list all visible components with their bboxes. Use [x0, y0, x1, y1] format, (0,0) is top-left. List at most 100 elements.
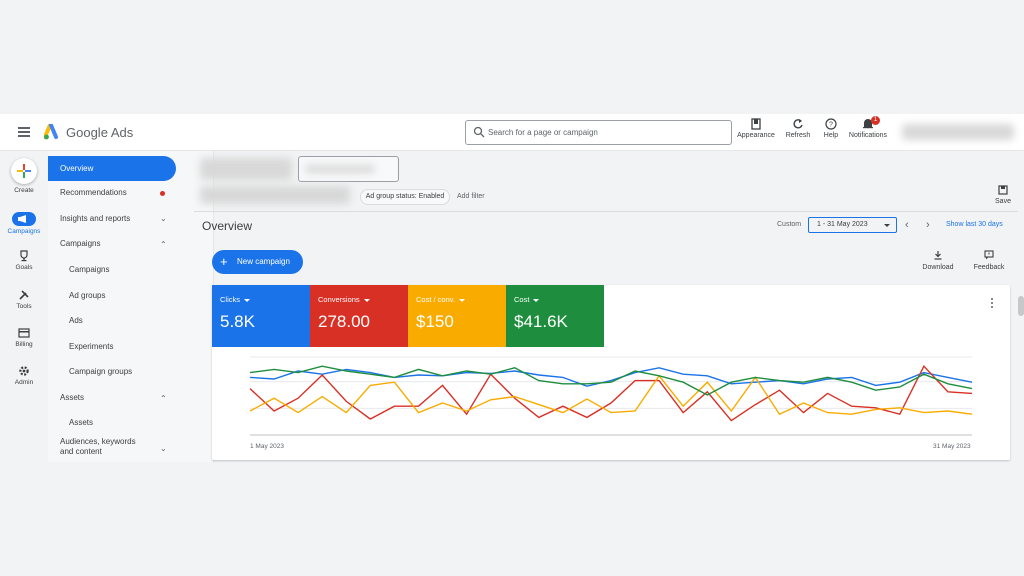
refresh-icon [793, 119, 803, 129]
google-ads-logo [44, 124, 58, 140]
help-icon: ? [825, 118, 837, 130]
side-nav [48, 151, 214, 462]
dropdown-icon [244, 298, 250, 302]
svg-text:?: ? [829, 122, 833, 129]
menu-icon[interactable] [18, 127, 30, 137]
nav-ads[interactable]: Ads [69, 316, 83, 325]
nav-campaigns[interactable]: Campaigns [69, 265, 110, 274]
metric-label: Conversions [318, 295, 360, 304]
save-label: Save [995, 198, 1011, 205]
dropdown-icon [363, 298, 370, 302]
app-title: Google Ads [66, 125, 134, 140]
refresh-button[interactable]: Refresh [784, 118, 812, 139]
metric-cost[interactable]: Cost $41.6K [506, 285, 604, 347]
metric-conversions[interactable]: Conversions 278.00 [310, 285, 408, 347]
left-rail [0, 151, 48, 462]
notification-badge: 1 [871, 116, 880, 125]
save-button[interactable]: Save [992, 185, 1014, 205]
notifications-button[interactable]: Notifications [848, 118, 888, 139]
chevron-up-icon: ⌃ [160, 240, 167, 249]
more-options-icon[interactable] [990, 298, 994, 310]
rail-campaigns-label: Campaigns [7, 228, 41, 235]
rail-admin-label: Admin [14, 379, 34, 386]
show-last-30-days-link[interactable]: Show last 30 days [946, 221, 1003, 228]
rail-goals[interactable]: Goals [0, 250, 48, 271]
rail-create-label: Create [14, 187, 34, 194]
appearance-icon [751, 118, 761, 130]
feedback-label: Feedback [973, 264, 1005, 271]
nav-assets[interactable]: Assets [69, 418, 94, 427]
metric-value: 5.8K [220, 312, 255, 331]
campaign-selector-blurred[interactable] [200, 158, 292, 180]
metric-value: $150 [416, 312, 454, 331]
save-icon [998, 185, 1008, 195]
new-campaign-label: New campaign [237, 257, 290, 266]
chevron-right-icon[interactable]: › [926, 219, 930, 231]
feedback-button[interactable]: Feedback [970, 250, 1008, 271]
rail-tools[interactable]: Tools [0, 289, 48, 310]
card-icon [18, 328, 30, 338]
search-placeholder: Search for a page or campaign [488, 128, 598, 137]
account-info-blurred[interactable] [902, 124, 1014, 140]
nav-audiences[interactable]: Audiences, keywords and content [60, 437, 136, 456]
chevron-down-icon: ⌄ [160, 214, 167, 223]
rail-billing[interactable]: Billing [0, 327, 48, 348]
search-icon [473, 126, 485, 138]
series-line-conversions [249, 364, 973, 422]
metric-clicks[interactable]: Clicks 5.8K [212, 285, 310, 347]
help-button[interactable]: ? Help [820, 118, 842, 139]
recommendations-dot [160, 191, 165, 196]
dropdown-icon [459, 298, 466, 302]
notifications-label: Notifications [848, 132, 888, 139]
page-title: Overview [202, 219, 253, 233]
chevron-down-icon: ⌄ [160, 444, 167, 453]
nav-overview[interactable]: Overview [48, 156, 176, 181]
metric-label: Clicks [220, 295, 240, 304]
rail-tools-label: Tools [16, 303, 32, 310]
download-icon [934, 251, 942, 260]
dropdown-icon [533, 298, 540, 302]
nav-assets-section[interactable]: Assets [60, 393, 85, 402]
plus-icon [17, 164, 31, 178]
x-axis-end-label: 31 May 2023 [933, 443, 971, 450]
rail-goals-label: Goals [15, 264, 33, 271]
nav-campaign-groups[interactable]: Campaign groups [69, 367, 133, 376]
download-label: Download [922, 264, 954, 271]
tools-icon [19, 290, 29, 300]
nav-campaigns-section[interactable]: Campaigns [60, 239, 101, 248]
chevron-up-icon: ⌃ [160, 394, 167, 403]
view-selector[interactable] [298, 156, 399, 182]
plus-icon: + [220, 254, 228, 269]
date-custom-label: Custom [777, 221, 802, 228]
metric-value: $41.6K [514, 312, 568, 331]
nav-ad-groups[interactable]: Ad groups [69, 291, 106, 300]
feedback-icon [984, 250, 994, 260]
rail-admin[interactable]: Admin [0, 365, 48, 386]
trophy-icon [20, 250, 28, 262]
add-filter-link[interactable]: Add filter [457, 193, 485, 200]
rail-billing-label: Billing [15, 341, 33, 348]
rail-campaigns-button[interactable] [12, 212, 36, 226]
divider [194, 211, 1018, 212]
scrollbar[interactable] [1018, 296, 1024, 316]
metric-label: Cost [514, 295, 530, 304]
x-axis-start-label: 1 May 2023 [250, 443, 284, 450]
metric-label: Cost / conv. [416, 295, 456, 304]
megaphone-icon [18, 215, 26, 223]
gear-icon [19, 366, 29, 376]
help-label: Help [823, 132, 839, 139]
appearance-button[interactable]: Appearance [737, 118, 775, 139]
search-input[interactable] [465, 120, 732, 145]
download-button[interactable]: Download [920, 250, 956, 271]
nav-insights[interactable]: Insights and reports [60, 214, 131, 223]
date-range-picker[interactable]: 1 - 31 May 2023 [808, 217, 897, 233]
chevron-left-icon[interactable]: ‹ [905, 219, 909, 231]
create-button[interactable] [11, 158, 37, 184]
new-campaign-button[interactable]: + New campaign [212, 250, 303, 274]
nav-experiments[interactable]: Experiments [69, 342, 114, 351]
nav-recommendations[interactable]: Recommendations [60, 188, 127, 197]
metric-cost-per-conv[interactable]: Cost / conv. $150 [408, 285, 506, 347]
series-line-clicks [249, 367, 973, 387]
refresh-label: Refresh [785, 132, 811, 139]
filter-chip[interactable]: Ad group status: Enabled [360, 189, 450, 205]
